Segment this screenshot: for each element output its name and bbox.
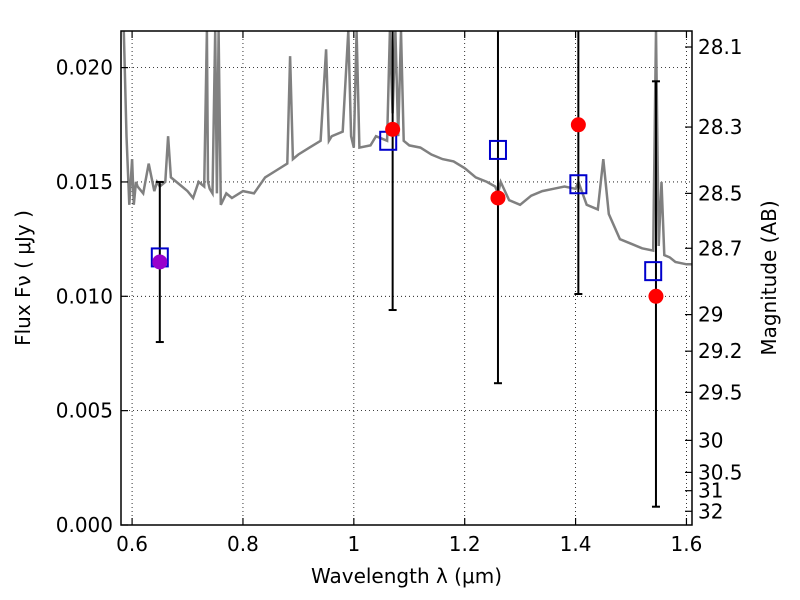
y2-tick-label: 30.5	[698, 460, 743, 484]
x-tick-label: 0.6	[116, 532, 148, 556]
y2-tick-label: 28.1	[698, 35, 743, 59]
y-tick-label: 0.010	[56, 284, 113, 308]
y2-tick-label: 29	[698, 303, 723, 327]
x-tick-label: 1.2	[449, 532, 481, 556]
x-tick-label: 1	[347, 532, 360, 556]
observed-points	[152, 117, 664, 304]
y2-tick-label: 28.5	[698, 181, 743, 205]
y2-tick-label: 30	[698, 428, 723, 452]
y2-tick-label: 28.3	[698, 115, 743, 139]
model-spectrum-line	[122, 31, 692, 266]
x-tick-label: 1.4	[560, 532, 592, 556]
x-axis-label: Wavelength λ (μm)	[311, 564, 502, 588]
model-band-square	[644, 261, 663, 282]
y2-tick-label: 31	[698, 479, 723, 503]
y2-tick-label: 29.5	[698, 380, 743, 404]
observed-point	[490, 190, 506, 206]
y-tick-label: 0.020	[56, 56, 113, 80]
observed-point	[648, 288, 664, 304]
y2-axis-label: Magnitude (AB)	[757, 200, 781, 355]
observed-point	[570, 117, 586, 133]
x-tick-label: 0.8	[227, 532, 259, 556]
y2-tick-label: 29.2	[698, 339, 743, 363]
observed-point	[385, 121, 401, 137]
y-tick-label: 0.015	[56, 170, 113, 194]
model-band-square	[569, 174, 588, 195]
observed-point	[152, 254, 168, 270]
plot-frame	[120, 30, 693, 526]
y2-tick-label: 28.7	[698, 236, 743, 260]
y2-tick-label: 32	[698, 499, 723, 523]
y-axis-label: Flux Fν ( μJy )	[11, 210, 35, 346]
x-axis-ticks: 0.6 0.8 1 1.2 1.4 1.6	[116, 31, 702, 556]
x-tick-label: 1.6	[671, 532, 703, 556]
error-bars	[155, 31, 660, 508]
model-band-markers	[150, 130, 663, 282]
model-band-square	[488, 139, 507, 160]
y-axis-ticks: 0.000 0.005 0.010 0.015 0.020	[56, 56, 128, 537]
y-tick-label: 0.000	[56, 513, 113, 537]
y-tick-label: 0.005	[56, 399, 113, 423]
